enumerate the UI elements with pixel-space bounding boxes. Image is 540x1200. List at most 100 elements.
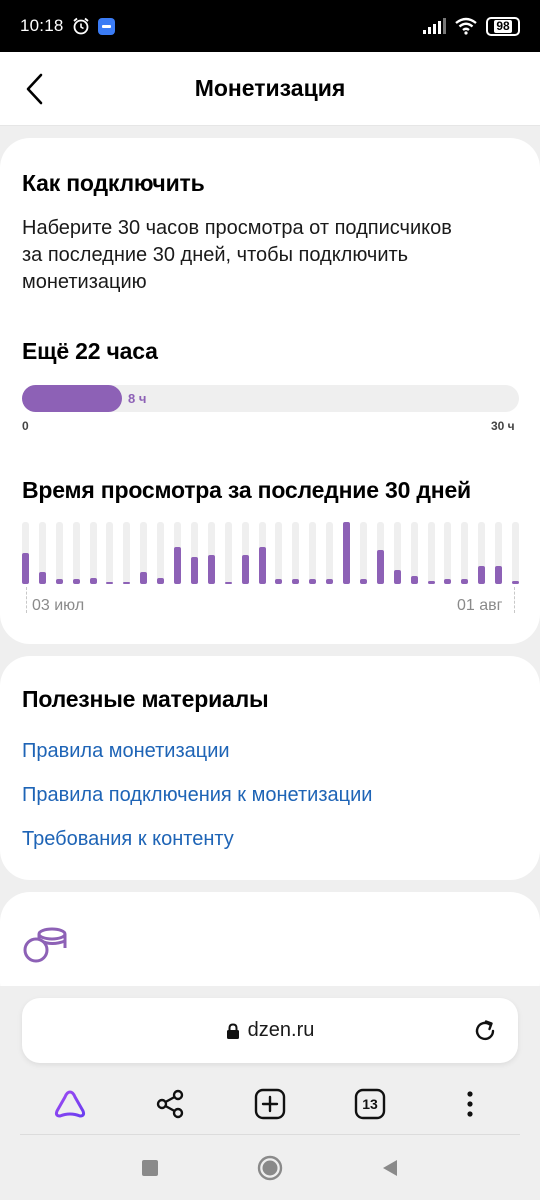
triangle-back-icon: [383, 1159, 397, 1176]
chart-bar: [478, 566, 485, 584]
x-axis-label-start: 03 июл: [32, 597, 85, 614]
connect-description-line: монетизацию: [22, 271, 147, 293]
remaining-hours: Ещё 22 часа: [22, 338, 158, 364]
chart-bar: [292, 579, 299, 584]
plus-square-icon: [254, 1088, 286, 1120]
chart-bar-background: [309, 522, 316, 584]
chart-bar: [259, 547, 266, 584]
alice-icon: [54, 1090, 86, 1118]
chevron-left-icon: [26, 73, 43, 105]
menu-button[interactable]: [448, 1082, 492, 1126]
battery-icon: 98: [486, 16, 520, 36]
tabs-icon: [354, 1088, 386, 1120]
chart-bar-background: [191, 522, 198, 584]
system-nav-bar: [0, 1135, 540, 1200]
alice-button[interactable]: [48, 1082, 92, 1126]
divider: [20, 1134, 520, 1135]
chart-bar: [22, 553, 29, 584]
square-icon: [142, 1159, 158, 1176]
chart-bar: [73, 579, 80, 584]
link-content-requirements[interactable]: Требования к контенту: [22, 828, 234, 850]
chart-bar: [512, 581, 519, 584]
chart-bar: [174, 547, 181, 584]
app-notification-icon: [97, 17, 115, 35]
progress-min-label: 0: [22, 419, 29, 433]
progress-fill: [22, 385, 122, 412]
chart-bar: [309, 579, 316, 584]
share-button[interactable]: [148, 1082, 192, 1126]
watch-time-chart: [22, 522, 519, 584]
battery-level: 98: [494, 18, 512, 33]
recent-apps-button[interactable]: [135, 1153, 165, 1183]
chart-bar: [275, 579, 282, 584]
chart-bar-background: [56, 522, 63, 584]
chart-bar-background: [106, 522, 113, 584]
chart-bar-background: [360, 522, 367, 584]
new-tab-button[interactable]: [248, 1082, 292, 1126]
chart-bar-background: [123, 522, 130, 584]
chart-bar: [123, 582, 130, 584]
chart-bar: [444, 579, 451, 584]
link-connection-rules[interactable]: Правила подключения к монетизации: [22, 784, 373, 806]
signal-icon: [423, 18, 446, 34]
browser-toolbar: 13: [0, 1074, 540, 1134]
browser-bottom-bar: dzen.ru: [0, 986, 540, 1200]
chart-bar-background: [478, 522, 485, 584]
chart-bar-background: [326, 522, 333, 584]
chart-bar: [90, 578, 97, 584]
x-axis-label-end: 01 авг: [457, 597, 503, 614]
useful-materials-card: Полезные материалы: [0, 656, 540, 880]
chart-bar: [326, 579, 333, 584]
chart-bar: [140, 572, 147, 584]
connect-title: Как подключить: [22, 170, 205, 196]
chart-bar: [208, 555, 215, 584]
chart-bar-background: [90, 522, 97, 584]
chart-bar-background: [495, 522, 502, 584]
connect-description-line: Наберите 30 часов просмотра от подписчик…: [22, 217, 452, 239]
back-button[interactable]: [16, 70, 52, 108]
url-text: dzen.ru: [247, 1019, 315, 1041]
axis-tick: [514, 587, 515, 613]
status-time: 10:18: [20, 16, 64, 35]
watch-time-title: Время просмотра за последние 30 дней: [22, 477, 471, 503]
chart-bar: [242, 555, 249, 584]
chart-bar: [225, 582, 232, 584]
materials-title: Полезные материалы: [22, 686, 269, 712]
coins-icon: [23, 927, 67, 963]
chart-bar-background: [39, 522, 46, 584]
address-bar[interactable]: dzen.ru: [22, 998, 518, 1063]
chart-bar-background: [461, 522, 468, 584]
chart-bar: [461, 579, 468, 584]
connect-description: Наберите 30 часов просмотра от подписчик…: [22, 215, 522, 296]
tabs-button[interactable]: 13: [348, 1082, 392, 1126]
chart-bar: [495, 566, 502, 584]
reload-icon[interactable]: [472, 1018, 498, 1044]
chart-bar: [106, 582, 113, 584]
chart-bar-background: [275, 522, 282, 584]
home-button[interactable]: [255, 1153, 285, 1183]
progress-max-label: 30 ч: [491, 419, 515, 433]
chart-bar: [343, 522, 350, 584]
page-title: Монетизация: [194, 75, 346, 101]
chart-bar-background: [140, 522, 147, 584]
more-vertical-icon: [467, 1091, 473, 1117]
link-monetization-rules[interactable]: Правила монетизации: [22, 740, 230, 762]
chart-bar: [411, 576, 418, 584]
chart-bar-background: [444, 522, 451, 584]
back-nav-button[interactable]: [375, 1153, 405, 1183]
chart-bar-background: [157, 522, 164, 584]
chart-bar: [428, 581, 435, 584]
progress-current-label: 8 ч: [128, 391, 147, 406]
chart-bar-background: [73, 522, 80, 584]
chart-bar-background: [242, 522, 249, 584]
chart-bar-background: [208, 522, 215, 584]
chart-bar: [360, 579, 367, 584]
chart-bar-background: [411, 522, 418, 584]
chart-bar-background: [292, 522, 299, 584]
chart-bar: [157, 578, 164, 584]
lock-icon: [226, 1022, 239, 1039]
share-icon: [156, 1089, 184, 1119]
status-bar: 10:18 98: [0, 0, 540, 52]
chart-bar: [377, 550, 384, 584]
tabs-count: 13: [362, 1096, 378, 1112]
